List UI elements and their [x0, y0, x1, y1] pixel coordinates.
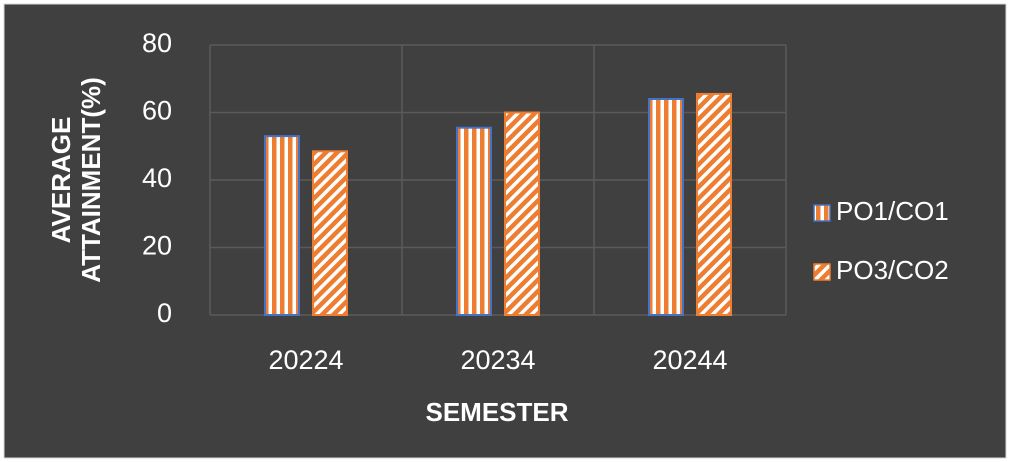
y-tick-label: 60 [142, 96, 172, 126]
legend-swatch [813, 263, 831, 281]
x-tick-label: 20224 [268, 345, 343, 375]
bar [504, 111, 540, 316]
y-tick-label: 40 [142, 163, 172, 193]
x-tick-label: 20234 [460, 345, 535, 375]
bar [648, 98, 684, 316]
y-tick-label: 80 [142, 28, 172, 58]
x-tick-label: 20244 [652, 345, 727, 375]
legend-text: PO1/CO1 [836, 196, 949, 226]
y-tick-label: 0 [157, 298, 172, 328]
legend-text: PO3/CO2 [836, 255, 949, 285]
bar [696, 92, 732, 316]
y-tick-label: 20 [142, 231, 172, 261]
x-axis-label: SEMESTER [425, 397, 568, 427]
legend-swatch [813, 204, 831, 222]
bar [264, 135, 300, 316]
bar [312, 150, 348, 316]
y-axis-label: AVERAGEATTAINMENT(%) [46, 77, 106, 283]
bar [456, 126, 492, 316]
